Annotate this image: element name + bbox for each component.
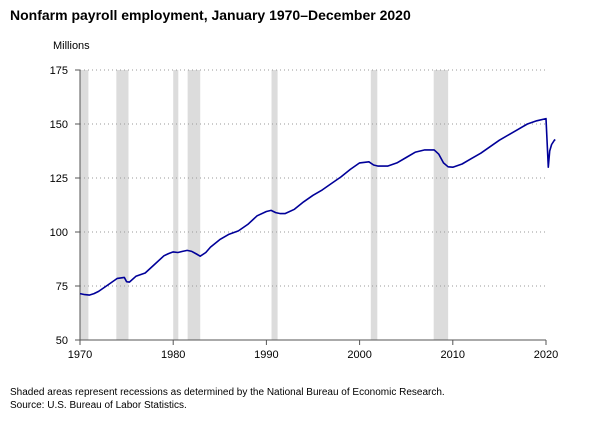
y-tick-label-150: 150: [50, 119, 68, 131]
payroll-line-chart: 50 75 100 125 150 175 1970 1980 1990 2000 2010 2020: [50, 65, 559, 361]
y-axis-unit-label: Millions: [53, 40, 90, 52]
recession-band-3: [187, 70, 201, 340]
x-tick-label-1970: 1970: [68, 349, 92, 361]
footnotes: Shaded areas represent recessions as det…: [10, 386, 445, 412]
recession-band-2: [173, 70, 179, 340]
x-tick-label-2020: 2020: [534, 349, 558, 361]
y-tick-label-125: 125: [50, 173, 68, 185]
x-tick-label-1990: 1990: [254, 349, 278, 361]
y-tick-label-175: 175: [50, 65, 68, 77]
recession-band-0: [80, 70, 89, 340]
series-line-0: [79, 117, 556, 296]
chart-title: Nonfarm payroll employment, January 1970…: [10, 7, 411, 23]
y-tick-label-75: 75: [56, 281, 68, 293]
x-tick-label-2010: 2010: [441, 349, 465, 361]
recession-bands: [80, 70, 449, 340]
recession-band-5: [370, 70, 378, 340]
recession-footnote: Shaded areas represent recessions as det…: [10, 387, 445, 398]
axes: [75, 69, 547, 345]
tick-labels: 50 75 100 125 150 175 1970 1980 1990 2000 2010 2020: [50, 65, 559, 361]
y-tick-label-50: 50: [56, 335, 68, 347]
series-layer: [79, 117, 556, 296]
gridlines: [80, 69, 546, 287]
y-tick-label-100: 100: [50, 227, 68, 239]
x-tick-label-1980: 1980: [161, 349, 185, 361]
recession-band-1: [116, 70, 129, 340]
x-tick-label-2000: 2000: [347, 349, 371, 361]
source-footnote: Source: U.S. Bureau of Labor Statistics.: [10, 400, 187, 411]
recession-band-6: [433, 70, 449, 340]
recession-band-4: [271, 70, 278, 340]
